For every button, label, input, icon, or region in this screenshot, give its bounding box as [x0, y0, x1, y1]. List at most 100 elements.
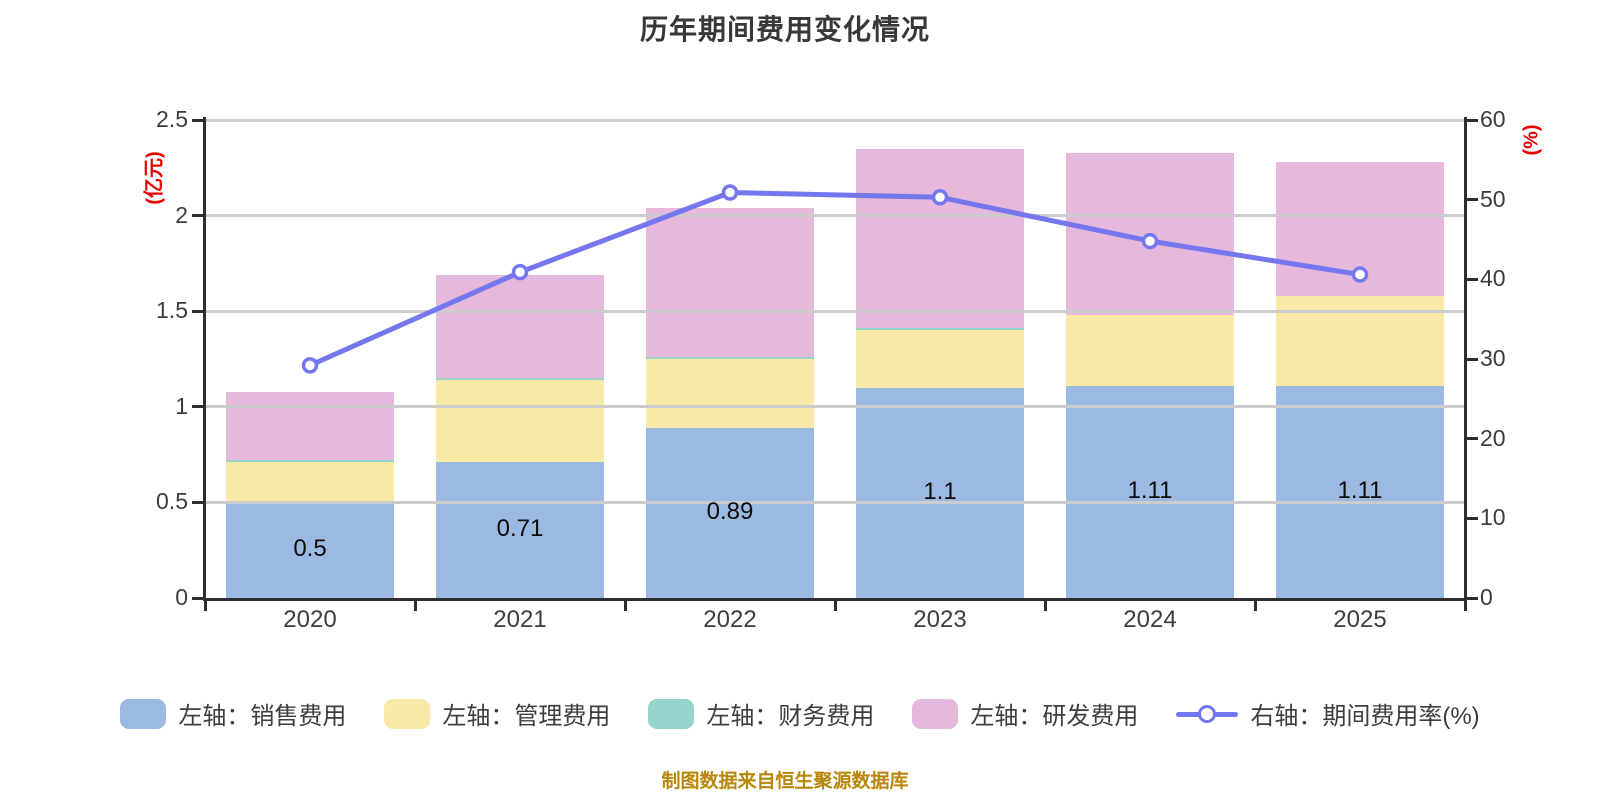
legend-item-admin[interactable]: 左轴：管理费用 [384, 696, 610, 731]
gridline [205, 500, 1465, 504]
bar-segment-admin-2022[interactable] [646, 359, 814, 428]
rate-marker-2025[interactable] [1351, 266, 1369, 283]
bar-segment-finance-2021[interactable] [436, 378, 604, 381]
bar-value-label: 1.1 [923, 477, 957, 505]
x-axis-label-2024: 2024 [1123, 606, 1177, 633]
bar-segment-sales-2020[interactable] [226, 502, 394, 598]
gridline [205, 118, 1465, 122]
bar-value-label: 1.11 [1337, 476, 1383, 504]
y-axis-line-left [203, 117, 206, 601]
y-axis-tick-label-left: 1 [175, 392, 188, 419]
legend-item-finance[interactable]: 左轴：财务费用 [648, 696, 874, 731]
y-axis-tick-label-right: 40 [1480, 265, 1506, 292]
gridline [205, 405, 1465, 409]
legend-line-circle [1198, 704, 1217, 723]
plot-area: 0.5 0.71 0.89 1.1 1.11 1.11 [205, 118, 1465, 598]
rate-marker-2024[interactable] [1141, 232, 1159, 250]
legend-swatch-rd [912, 698, 959, 729]
y-axis-tick-label-right: 60 [1480, 106, 1506, 132]
chart-title: 历年期间费用变化情况 [639, 14, 930, 45]
x-axis-label-2021: 2021 [493, 606, 547, 633]
bar-segment-admin-2024[interactable] [1066, 315, 1234, 386]
y-axis-tick-right [1465, 277, 1478, 281]
y-axis-tick-left [192, 214, 205, 218]
x-axis-tick [413, 598, 417, 611]
legend-label-finance: 左轴：财务费用 [706, 703, 875, 730]
bar-value-label: 0.5 [293, 535, 327, 563]
legend-swatch-finance [648, 698, 695, 729]
x-axis-label-2020: 2020 [283, 606, 337, 633]
legend-label-rate: 右轴：期间费用率(%) [1250, 703, 1480, 730]
y-axis-tick-label-left: 1.5 [156, 297, 188, 324]
y-axis-tick-label-left: 2 [175, 201, 188, 228]
y-axis-tick-right [1465, 198, 1478, 202]
y-axis-tick-left [192, 596, 205, 600]
bar-segment-admin-2020[interactable] [226, 462, 394, 503]
bar-segment-sales-2024[interactable] [1066, 385, 1234, 598]
rate-marker-2020[interactable] [301, 357, 319, 374]
gridline [205, 214, 1465, 218]
y-axis-tick-left [192, 405, 205, 409]
bar-value-label: 0.71 [496, 515, 544, 543]
bar-segment-sales-2023[interactable] [856, 387, 1024, 598]
legend: 左轴：销售费用 左轴：管理费用 左轴：财务费用 左轴：研发费用 右轴：期间费用率(%) [0, 696, 1600, 731]
bar-segment-sales-2022[interactable] [646, 427, 814, 598]
x-axis-label-2025: 2025 [1333, 606, 1387, 633]
bar-segment-finance-2023[interactable] [856, 328, 1024, 331]
legend-swatch-sales [120, 698, 167, 729]
rate-marker-2023[interactable] [931, 189, 949, 206]
rate-line-series [301, 184, 1369, 374]
x-axis-tick [833, 598, 837, 611]
x-axis-tick [1043, 598, 1047, 611]
y-axis-tick-label-right: 0 [1480, 584, 1493, 610]
rate-marker-2021[interactable] [511, 263, 529, 281]
legend-item-rate[interactable]: 右轴：期间费用率(%) [1176, 696, 1480, 731]
legend-swatch-admin [384, 698, 431, 729]
legend-label-admin: 左轴：管理费用 [442, 703, 611, 730]
legend-item-rd[interactable]: 左轴：研发费用 [912, 696, 1138, 731]
legend-line-marker-rate [1176, 699, 1239, 729]
legend-label-sales: 左轴：销售费用 [178, 703, 347, 730]
bar-segment-admin-2021[interactable] [436, 380, 604, 463]
y-axis-tick-right [1465, 357, 1478, 361]
rate-line [307, 189, 1363, 368]
bar-segment-rd-2020[interactable] [226, 391, 394, 461]
y-axis-tick-label-right: 10 [1480, 504, 1506, 531]
y-axis-tick-right [1465, 596, 1478, 600]
x-axis-tick [1463, 598, 1467, 611]
x-axis-label-2022: 2022 [703, 606, 757, 633]
y-axis-tick-right [1465, 437, 1478, 441]
y-axis-tick-left [192, 118, 205, 122]
bar-segment-admin-2023[interactable] [856, 330, 1024, 388]
x-axis-tick [623, 598, 627, 611]
gridline [205, 309, 1465, 313]
legend-label-rd: 左轴：研发费用 [970, 703, 1139, 730]
y-axis-tick-right [1465, 118, 1478, 122]
bar-segment-sales-2025[interactable] [1276, 385, 1444, 598]
bar-segment-sales-2021[interactable] [436, 462, 604, 598]
y-axis-tick-label-left: 0.5 [156, 488, 188, 515]
x-axis-label-2023: 2023 [913, 606, 967, 633]
bar-value-label: 0.89 [706, 497, 754, 525]
data-source-note: 制图数据来自恒生聚源数据库 [661, 771, 909, 792]
legend-item-sales[interactable]: 左轴：销售费用 [120, 696, 346, 731]
left-axis-unit-label: (亿元) [143, 151, 166, 205]
bar-segment-rd-2021[interactable] [436, 274, 604, 379]
bar-segment-finance-2022[interactable] [646, 357, 814, 359]
rate-marker-2022[interactable] [721, 184, 739, 201]
y-axis-tick-label-right: 50 [1480, 185, 1506, 212]
y-axis-tick-label-left: 0 [175, 584, 188, 610]
bar-segment-rd-2023[interactable] [856, 148, 1024, 329]
y-axis-tick-label-right: 20 [1480, 424, 1506, 451]
y-axis-tick-left [192, 500, 205, 504]
bar-value-label: 1.11 [1127, 476, 1173, 504]
y-axis-tick-right [1465, 516, 1478, 520]
y-axis-tick-label-right: 30 [1480, 345, 1506, 371]
y-axis-tick-label-left: 2.5 [156, 106, 188, 132]
x-axis-tick [203, 598, 207, 611]
bar-segment-rd-2022[interactable] [646, 207, 814, 358]
bar-segment-finance-2020[interactable] [226, 460, 394, 463]
x-axis-tick [1253, 598, 1257, 611]
y-axis-tick-left [192, 309, 205, 313]
